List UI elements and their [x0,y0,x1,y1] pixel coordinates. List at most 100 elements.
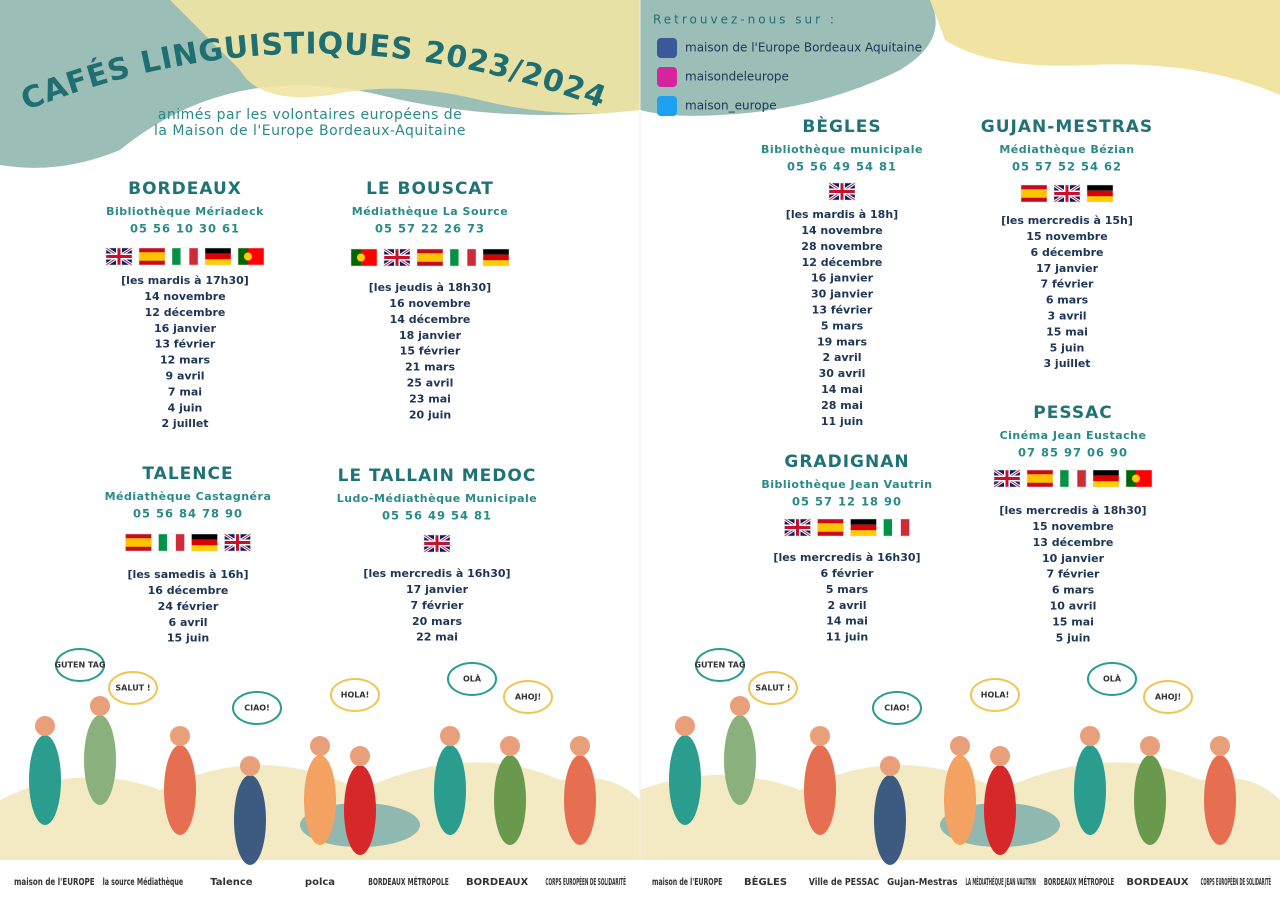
person-head [810,726,830,746]
flag-part [483,254,509,261]
flag-part [850,518,877,537]
flag [1125,469,1153,488]
date: 13 février [155,338,216,351]
date: 5 juin [1056,631,1091,644]
date: 25 avril [407,377,454,390]
speech-text: AHOJ! [1155,693,1181,702]
flag-part [191,533,218,552]
date: 20 mars [412,615,462,628]
flag-part [1054,192,1080,195]
flag-part [125,533,152,552]
schedule: [les mercredis à 18h30] [999,504,1146,517]
flag [423,533,451,554]
flag [237,247,265,266]
flag [105,246,133,267]
phone: 05 56 10 30 61 [130,222,240,236]
date: 2 avril [822,351,861,364]
date: 13 décembre [1033,536,1114,549]
flag-part [1021,189,1047,198]
speech-bubble [748,671,798,705]
person-body [724,715,756,805]
speech-text: AHOJ! [515,693,541,702]
flag-part [1093,475,1119,482]
flag-part [106,255,132,258]
flag-part [383,248,411,267]
flag-part [139,252,165,261]
phone: 05 56 49 54 81 [787,160,897,174]
flag-part [1132,474,1140,483]
flag-part [1093,470,1119,476]
date: 28 novembre [801,240,882,253]
date: 30 avril [819,367,866,380]
venue-name: Bibliothèque municipale [761,143,923,156]
speech-bubble [232,691,282,725]
person-body [1204,755,1236,845]
flag-part [467,249,476,266]
social-heading: Retrouvez-nous sur : [653,13,837,27]
city: LE BOUSCAT [366,179,494,199]
flag-part [384,256,410,259]
flag [883,518,910,537]
flag [1053,183,1081,204]
flag [158,533,185,552]
person-body [84,715,116,805]
social-handle: maison de l'Europe Bordeaux Aquitaine [685,41,922,55]
date: 14 novembre [144,290,225,303]
flag-part [1125,469,1153,488]
speech-bubble [503,680,553,714]
subtitle: la Maison de l'Europe Bordeaux-Aquitaine [154,123,466,139]
flag [1026,469,1054,488]
flag-part [993,469,1021,488]
date: 20 juin [409,408,451,421]
date: 2 juillet [161,417,208,430]
date: 21 mars [405,361,455,374]
speech-bubble [108,671,158,705]
schedule: [les mercredis à 16h30] [773,551,920,564]
schedule: [les samedis à 16h] [128,568,249,581]
partner-logo: maison de l'EUROPE [652,877,722,888]
speech-text: SALUT ! [115,684,150,693]
speech-text: SALUT ! [755,684,790,693]
speech-text: GUTEN TAG [694,661,745,670]
date: 14 novembre [801,224,882,237]
date: 14 décembre [390,313,471,326]
flag-part [204,247,232,266]
flag-part [1087,196,1113,202]
person-head [990,746,1010,766]
venue-name: Médiathèque La Source [352,205,509,218]
person-head [1080,726,1100,746]
date: 12 mars [160,354,210,367]
social-icon [657,67,677,87]
person-body [304,755,336,845]
flag-part [416,248,444,267]
social-icon [657,38,677,58]
flag-part [351,249,361,266]
person-body [344,765,376,855]
flag-part [191,534,218,540]
flag [482,248,510,267]
date: 11 juin [826,631,868,644]
bg-yellow-right [930,0,1280,95]
city: PESSAC [1033,403,1112,423]
schedule: [les mardis à 17h30] [121,274,249,287]
person-body [1134,755,1166,845]
date: 14 mai [826,615,868,628]
date: 6 décembre [1030,246,1103,259]
speech-text: OLÀ [1103,673,1122,684]
date: 3 juillet [1043,357,1090,370]
flag-part [828,182,856,201]
date: 16 novembre [389,297,470,310]
date: 24 février [158,600,219,613]
flag [1092,469,1120,488]
date: 3 avril [1047,310,1086,323]
flag-part [423,534,451,553]
flag-part [994,477,1020,480]
person-body [564,755,596,845]
person-body [164,745,196,835]
flag [383,247,411,268]
flag [1059,469,1087,488]
date: 7 février [1041,278,1095,291]
partner-logo: la source Médiathèque [103,876,184,888]
date: 15 novembre [1026,230,1107,243]
